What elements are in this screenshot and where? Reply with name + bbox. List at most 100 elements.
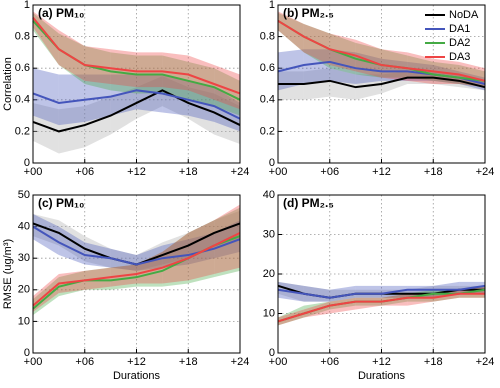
spread-band	[162, 232, 189, 284]
plot-frame	[277, 4, 486, 164]
series-line	[278, 76, 486, 89]
y-tick-label: 0.4	[260, 94, 275, 106]
y-tick-label: 0.2	[15, 125, 30, 137]
panel-title: (a) PM₁₀	[38, 6, 84, 20]
legend-label: NoDA	[449, 9, 479, 21]
spread-band	[58, 74, 85, 126]
series-line	[32, 89, 241, 133]
spread-band	[188, 55, 215, 100]
y-tick-label: 0.2	[260, 125, 275, 137]
y-tick-label: 0	[24, 347, 30, 359]
spread-band	[214, 65, 240, 110]
x-tick-label: +18	[424, 166, 443, 178]
y-tick-label: 30	[263, 228, 275, 240]
panel-title: (c) PM₁₀	[38, 196, 84, 210]
spread-band	[407, 52, 434, 84]
spread-band	[278, 12, 304, 53]
x-tick-label: +12	[127, 166, 146, 178]
spread-band	[162, 74, 189, 116]
plot-frame	[32, 194, 241, 354]
y-tick-label: 1	[24, 0, 30, 11]
y-tick-label: 0.8	[260, 31, 275, 43]
spread-band	[278, 49, 304, 91]
spread-band	[355, 285, 382, 298]
y-axis-label: RMSE (ug/m³)	[2, 239, 14, 309]
x-tick-label: +24	[231, 166, 250, 178]
y-tick-label: 20	[18, 284, 30, 296]
spread-band	[84, 96, 111, 148]
panel: 0 0.2 0.4 0.6 0.8 1 +00 +06 +12 +18 +24 (b) PM₂.₅ No…	[260, 0, 495, 178]
series-line	[277, 284, 486, 299]
y-tick-label: 0	[269, 157, 275, 169]
y-tick-label: 1	[269, 0, 275, 11]
panel-title: (b) PM₂.₅	[283, 6, 334, 20]
spread-band	[188, 80, 215, 122]
x-tick-label: +00	[24, 166, 43, 178]
y-tick-label: 50	[18, 189, 30, 201]
y-tick-label: 0	[269, 347, 275, 359]
spread-band	[278, 71, 304, 100]
spread-band	[58, 106, 85, 154]
legend-label: DA3	[449, 51, 470, 63]
spread-band	[303, 49, 330, 84]
y-tick-label: 0.6	[15, 62, 30, 74]
spread-band	[110, 248, 137, 271]
plot-frame	[32, 4, 241, 164]
series-line	[32, 17, 241, 95]
spread-band	[329, 49, 356, 84]
spread-band	[214, 68, 240, 116]
panel-title: (d) PM₂.₅	[283, 196, 334, 210]
spread-band	[162, 232, 189, 287]
series-line	[277, 19, 486, 82]
x-tick-label: +24	[231, 356, 250, 368]
x-tick-label: +24	[476, 356, 495, 368]
y-tick-label: 0.6	[260, 62, 275, 74]
legend-label: DA2	[449, 37, 470, 49]
spread-band	[303, 68, 330, 100]
spread-band	[58, 33, 85, 84]
y-tick-label: 40	[18, 221, 30, 233]
spread-band	[381, 49, 408, 81]
y-tick-label: 10	[263, 307, 275, 319]
panel: 0 10 20 30 40 +00 +06 +12 +18 +24 (d) PM₂.₅ Duratio…	[263, 189, 495, 382]
spread-band	[110, 87, 137, 135]
panel: 0 0.2 0.4 0.6 0.8 1 +00 +06 +12 +18 +24 (a) PM₁₀ Cor…	[2, 0, 249, 178]
spread-band	[355, 297, 382, 310]
spread-band	[110, 49, 137, 88]
spread-band	[381, 71, 408, 94]
spread-band	[136, 245, 163, 271]
x-tick-label: +12	[372, 166, 391, 178]
spread-band	[303, 23, 330, 66]
spread-band	[84, 236, 111, 268]
spread-band	[355, 74, 382, 100]
y-axis-label: Correlation	[2, 57, 14, 111]
x-tick-label: +06	[320, 356, 339, 368]
x-tick-label: +12	[127, 356, 146, 368]
spread-band	[214, 87, 240, 132]
x-tick-label: +00	[269, 356, 288, 368]
spread-band	[84, 46, 111, 84]
plot-frame	[277, 194, 486, 354]
x-tick-label: +18	[179, 356, 198, 368]
spread-band	[33, 277, 59, 316]
panel: 0 10 20 30 40 50 +00 +06 +12 +18 +24 (c) PM₁₀ RMSE (…	[2, 189, 249, 382]
x-axis-label: Durations	[113, 370, 161, 382]
spread-band	[162, 52, 189, 91]
y-tick-label: 20	[263, 268, 275, 280]
spread-band	[381, 58, 408, 81]
x-tick-label: +18	[179, 166, 198, 178]
x-tick-label: +06	[75, 356, 94, 368]
x-tick-label: +06	[320, 166, 339, 178]
x-tick-label: +24	[476, 166, 495, 178]
spread-band	[110, 248, 137, 271]
x-axis-label: Durations	[358, 370, 406, 382]
spread-band	[136, 52, 163, 88]
spread-band	[303, 23, 330, 69]
series-line	[32, 232, 241, 307]
y-tick-label: 0.8	[15, 31, 30, 43]
spread-band	[33, 102, 59, 154]
spread-band	[188, 232, 215, 265]
y-tick-label: 0.4	[15, 94, 30, 106]
y-tick-label: 0	[24, 157, 30, 169]
